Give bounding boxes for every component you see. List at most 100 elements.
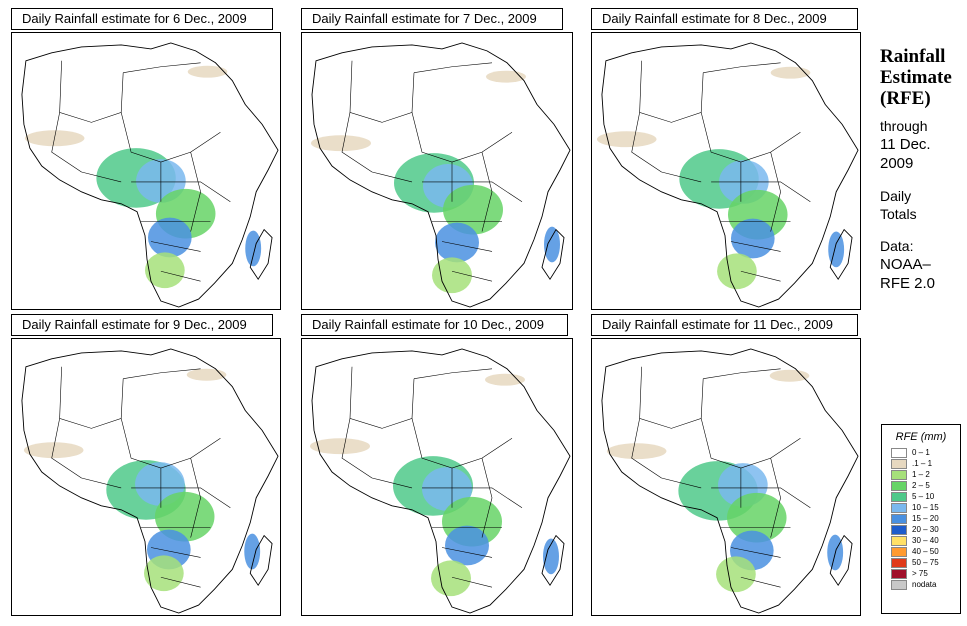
madagascar-outline — [249, 228, 273, 281]
rainfall-area — [606, 443, 667, 460]
legend-swatch — [891, 546, 907, 557]
madagascar-outline — [829, 228, 853, 281]
country-border — [123, 368, 201, 380]
country-border — [349, 366, 415, 429]
country-border — [150, 547, 201, 558]
panel-title: Daily Rainfall estimate for 11 Dec., 200… — [591, 314, 858, 336]
country-border — [711, 181, 811, 203]
legend-item: 2 – 5 — [891, 480, 960, 491]
side-data-line3: RFE 2.0 — [880, 275, 936, 292]
coastline — [311, 348, 571, 614]
rainfall-area — [543, 538, 559, 575]
country-border — [730, 547, 781, 558]
legend-swatch — [891, 557, 907, 568]
coastline — [601, 42, 859, 308]
africa-map-svg — [21, 42, 279, 308]
rainfall-area — [431, 560, 471, 597]
rainfall-area — [596, 131, 657, 148]
rainfall-area — [443, 184, 503, 235]
legend-label: 20 – 30 — [912, 525, 939, 534]
country-border — [123, 62, 201, 74]
country-border — [371, 477, 413, 489]
side-through: through — [880, 118, 928, 134]
country-border — [711, 487, 811, 509]
country-border — [422, 181, 523, 203]
country-border — [481, 458, 493, 538]
rainfall-area — [310, 438, 370, 455]
legend-item: > 75 — [891, 568, 960, 579]
panel-title: Daily Rainfall estimate for 10 Dec., 200… — [301, 314, 568, 336]
legend-label: 0 – 1 — [912, 448, 930, 457]
rainfall-map — [301, 32, 573, 310]
legend-label: 2 – 5 — [912, 481, 930, 490]
country-border — [131, 181, 231, 203]
panel-title: Daily Rainfall estimate for 7 Dec., 2009 — [301, 8, 563, 30]
rainfall-area — [23, 442, 84, 459]
legend-label: 10 – 15 — [912, 503, 939, 512]
legend-item: 0 – 1 — [891, 447, 960, 458]
rainfall-area — [311, 135, 371, 152]
side-title-rfe: (RFE) — [880, 88, 931, 109]
rainfall-area — [445, 525, 489, 566]
rainfall-map — [591, 32, 861, 310]
rainfall-area — [432, 257, 472, 294]
country-border — [481, 152, 493, 232]
legend-swatch — [891, 469, 907, 480]
side-data-line1: Data: — [880, 238, 914, 254]
legend-label: 30 – 40 — [912, 536, 939, 545]
country-border — [59, 60, 124, 123]
country-border — [413, 62, 493, 74]
madagascar-outline — [249, 534, 273, 587]
legend-item: 20 – 30 — [891, 524, 960, 535]
rainfall-area — [726, 492, 787, 543]
rainfall-area — [147, 217, 192, 258]
legend-title: RFE (mm) — [895, 431, 947, 443]
legend-item: 10 – 15 — [891, 502, 960, 513]
madagascar-outline — [829, 534, 853, 587]
rainfall-area — [154, 491, 215, 542]
country-border — [451, 270, 493, 282]
rainfall-map — [591, 338, 861, 616]
rainfall-area — [717, 253, 757, 290]
country-border — [190, 458, 201, 538]
side-data-line2: NOAA– — [880, 256, 931, 273]
country-border — [131, 487, 231, 509]
madagascar-outline — [541, 534, 565, 587]
country-border — [81, 477, 122, 489]
country-border — [441, 547, 493, 558]
country-border — [371, 171, 413, 183]
rainfall-area — [769, 369, 810, 382]
country-border — [451, 576, 493, 588]
legend-item: .1 – 1 — [891, 458, 960, 469]
side-totals-line1: Daily — [880, 188, 912, 204]
coastline — [311, 42, 571, 308]
legend-swatch — [891, 480, 907, 491]
country-border — [441, 241, 493, 252]
panel-title: Daily Rainfall estimate for 6 Dec., 2009 — [11, 8, 273, 30]
country-border — [190, 152, 201, 232]
side-totals-line2: Totals — [880, 206, 917, 222]
legend-label: 5 – 10 — [912, 492, 935, 501]
legend-swatch — [891, 447, 907, 458]
country-border — [639, 60, 704, 123]
rainfall-map — [11, 338, 281, 616]
africa-map-svg — [310, 348, 571, 614]
country-border — [700, 418, 801, 469]
country-border — [770, 458, 781, 538]
madagascar-outline — [541, 228, 565, 281]
legend-item: 15 – 20 — [891, 513, 960, 524]
legend-swatch — [891, 579, 907, 590]
legend-swatch — [891, 502, 907, 513]
rainfall-area — [186, 368, 227, 381]
country-border — [703, 62, 781, 74]
country-border — [59, 366, 124, 429]
africa-map-svg — [21, 348, 279, 614]
africa-map-svg — [311, 42, 571, 308]
legend-swatch — [891, 535, 907, 546]
legend-swatch — [891, 491, 907, 502]
legend-swatch — [891, 458, 907, 469]
rainfall-area — [435, 222, 479, 263]
panel-title: Daily Rainfall estimate for 9 Dec., 2009 — [11, 314, 273, 336]
rainfall-area — [244, 533, 261, 570]
country-border — [51, 418, 82, 479]
